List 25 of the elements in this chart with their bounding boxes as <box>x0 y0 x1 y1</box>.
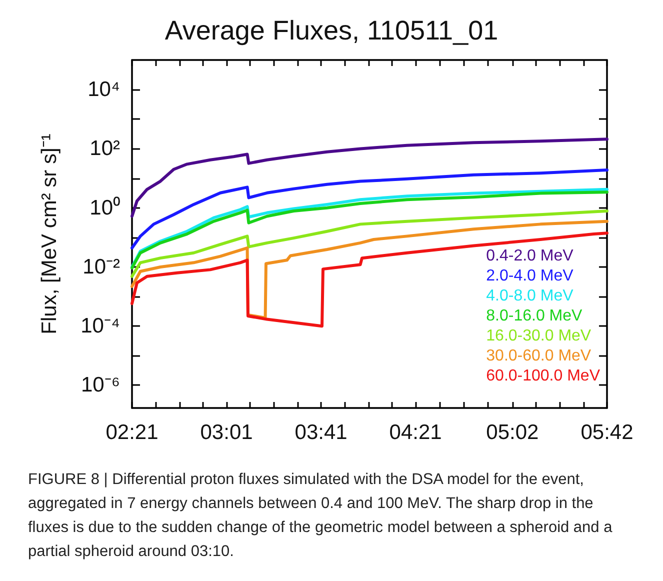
y-tick-label: 10⁰ <box>90 196 120 220</box>
x-tick-label: 02:21 <box>106 421 158 444</box>
text: 16.0-30.0 MeV <box>486 328 592 344</box>
y-tick-label: 10² <box>90 137 120 160</box>
text: 4.0-8.0 MeV <box>486 288 574 304</box>
x-tick-label: 03:41 <box>294 421 348 444</box>
x-tick-label: 03:01 <box>200 421 253 444</box>
y-axis-title: Flux, [MeV cm² sr s]⁻¹ <box>38 134 61 334</box>
text: 0.4-2.0 MeV <box>486 248 574 264</box>
line-series <box>130 168 608 250</box>
line-series <box>130 232 608 328</box>
text: 2.0-4.0 MeV <box>486 268 574 284</box>
chart-title: Average Fluxes, 110511_01 <box>164 16 498 46</box>
text: 30.0-60.0 MeV <box>486 348 592 364</box>
text: 60.0-100.0 MeV <box>486 368 600 384</box>
y-tick-label: 10⁴ <box>88 78 120 102</box>
y-tick-label: 10⁻⁴ <box>80 314 120 338</box>
x-tick-label: 05:42 <box>580 421 634 444</box>
y-tick-label: 10⁻² <box>82 255 120 278</box>
x-tick-label: 04:21 <box>389 421 442 444</box>
x-tick-label: 05:02 <box>486 421 539 444</box>
y-tick-label: 10⁻⁶ <box>80 374 120 397</box>
text: 8.0-16.0 MeV <box>486 308 583 324</box>
line-series <box>130 138 608 218</box>
caption: FIGURE 8 | Differential proton fluxes simulated with the DSA model for the event, aggregated in 7 energy channels between 0.4 and 100 MeV. The sharp drop in the fluxes is due to the sudden change of the geometric model between a spheroid and a partial spheroid around 03:10. <box>28 470 614 562</box>
